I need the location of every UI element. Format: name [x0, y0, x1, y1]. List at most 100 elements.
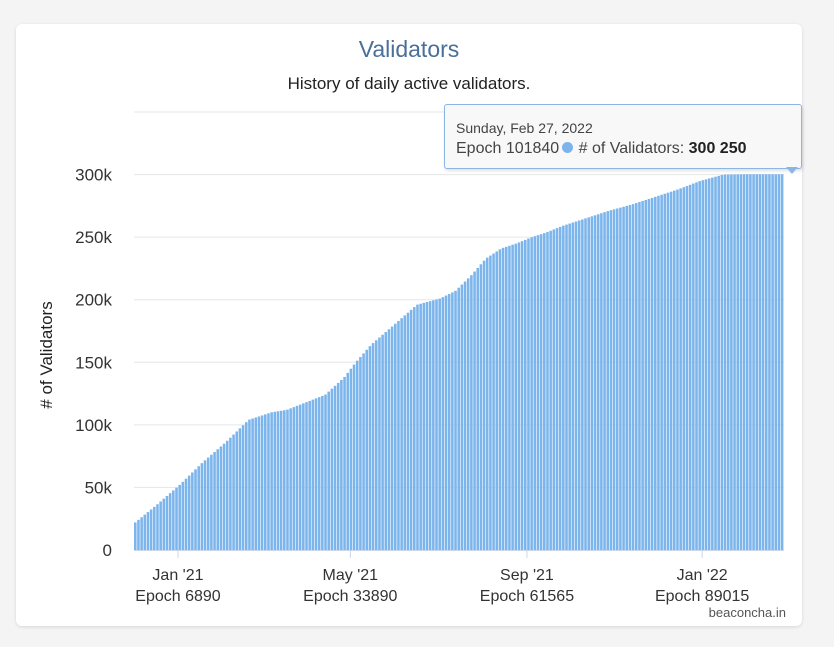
bar[interactable]	[438, 298, 441, 550]
bar[interactable]	[704, 179, 708, 550]
bar[interactable]	[387, 329, 391, 550]
bar[interactable]	[543, 233, 546, 551]
bar[interactable]	[305, 402, 308, 550]
bar[interactable]	[485, 257, 489, 550]
bar[interactable]	[406, 312, 410, 550]
bar[interactable]	[197, 466, 200, 550]
bar[interactable]	[384, 332, 388, 550]
bar[interactable]	[479, 264, 483, 550]
bar[interactable]	[283, 410, 286, 550]
bar[interactable]	[730, 174, 733, 550]
bar[interactable]	[374, 340, 378, 550]
bar[interactable]	[742, 174, 746, 551]
bar[interactable]	[368, 346, 372, 550]
bar[interactable]	[365, 349, 369, 550]
bar[interactable]	[254, 417, 258, 551]
bar[interactable]	[324, 394, 327, 551]
bar[interactable]	[584, 218, 587, 550]
bar[interactable]	[546, 232, 549, 550]
bar[interactable]	[628, 205, 632, 551]
bar[interactable]	[238, 428, 242, 550]
bar[interactable]	[210, 454, 213, 550]
bar[interactable]	[679, 188, 682, 550]
bar[interactable]	[422, 302, 426, 550]
bar[interactable]	[587, 217, 590, 550]
bar[interactable]	[327, 391, 330, 550]
bar[interactable]	[514, 243, 518, 550]
bar[interactable]	[359, 357, 362, 550]
bar[interactable]	[676, 189, 679, 550]
bar-series[interactable]	[134, 174, 784, 551]
bar[interactable]	[397, 320, 400, 550]
bar[interactable]	[771, 174, 774, 550]
bar[interactable]	[777, 174, 781, 550]
bar[interactable]	[400, 318, 403, 550]
bar[interactable]	[216, 449, 220, 550]
bar[interactable]	[692, 183, 695, 551]
bar[interactable]	[774, 174, 778, 550]
bar[interactable]	[140, 517, 143, 550]
bar[interactable]	[476, 267, 480, 550]
bar[interactable]	[381, 334, 384, 550]
bar[interactable]	[273, 411, 277, 550]
bar[interactable]	[581, 219, 584, 550]
bar[interactable]	[159, 501, 162, 550]
bar[interactable]	[175, 487, 178, 550]
bar[interactable]	[780, 174, 784, 550]
bar[interactable]	[638, 202, 641, 550]
bar[interactable]	[647, 198, 651, 551]
bar[interactable]	[596, 214, 600, 550]
bar[interactable]	[311, 399, 315, 550]
bar[interactable]	[466, 278, 470, 550]
bar[interactable]	[162, 498, 166, 550]
bar[interactable]	[492, 253, 495, 551]
bar[interactable]	[317, 397, 321, 550]
bar[interactable]	[707, 178, 711, 550]
bar[interactable]	[764, 174, 768, 550]
bar[interactable]	[286, 409, 289, 550]
bar[interactable]	[362, 353, 365, 550]
bar[interactable]	[244, 422, 248, 550]
bar[interactable]	[153, 506, 156, 550]
bar[interactable]	[508, 245, 511, 550]
bar[interactable]	[346, 372, 350, 550]
bar[interactable]	[403, 315, 407, 550]
bar[interactable]	[749, 174, 752, 550]
bar[interactable]	[530, 237, 533, 550]
bar[interactable]	[562, 225, 565, 550]
bar[interactable]	[682, 187, 686, 550]
bar[interactable]	[650, 197, 654, 550]
bar[interactable]	[441, 297, 445, 550]
bar[interactable]	[349, 368, 353, 550]
bar[interactable]	[701, 180, 705, 550]
bar[interactable]	[752, 174, 755, 550]
bar[interactable]	[447, 293, 451, 550]
bar[interactable]	[352, 364, 356, 550]
bar[interactable]	[178, 484, 181, 550]
bar[interactable]	[511, 244, 514, 550]
bar[interactable]	[200, 463, 204, 550]
bar[interactable]	[726, 174, 730, 550]
bar[interactable]	[524, 239, 527, 550]
bar[interactable]	[156, 504, 159, 550]
bar[interactable]	[460, 284, 464, 550]
bar[interactable]	[295, 405, 299, 550]
bar[interactable]	[558, 226, 562, 550]
bar[interactable]	[504, 246, 508, 551]
bar[interactable]	[482, 260, 486, 550]
bar[interactable]	[768, 174, 771, 550]
bar[interactable]	[203, 460, 207, 550]
bar[interactable]	[641, 200, 644, 551]
bar[interactable]	[222, 443, 226, 550]
bar[interactable]	[264, 414, 267, 550]
bar[interactable]	[470, 275, 473, 550]
bar[interactable]	[574, 221, 578, 551]
bar[interactable]	[565, 224, 568, 551]
bar[interactable]	[609, 210, 613, 551]
bar[interactable]	[520, 241, 524, 551]
bar[interactable]	[501, 247, 505, 550]
bar[interactable]	[454, 290, 457, 550]
bar[interactable]	[657, 195, 660, 550]
bar[interactable]	[187, 475, 191, 550]
bar[interactable]	[428, 301, 432, 550]
